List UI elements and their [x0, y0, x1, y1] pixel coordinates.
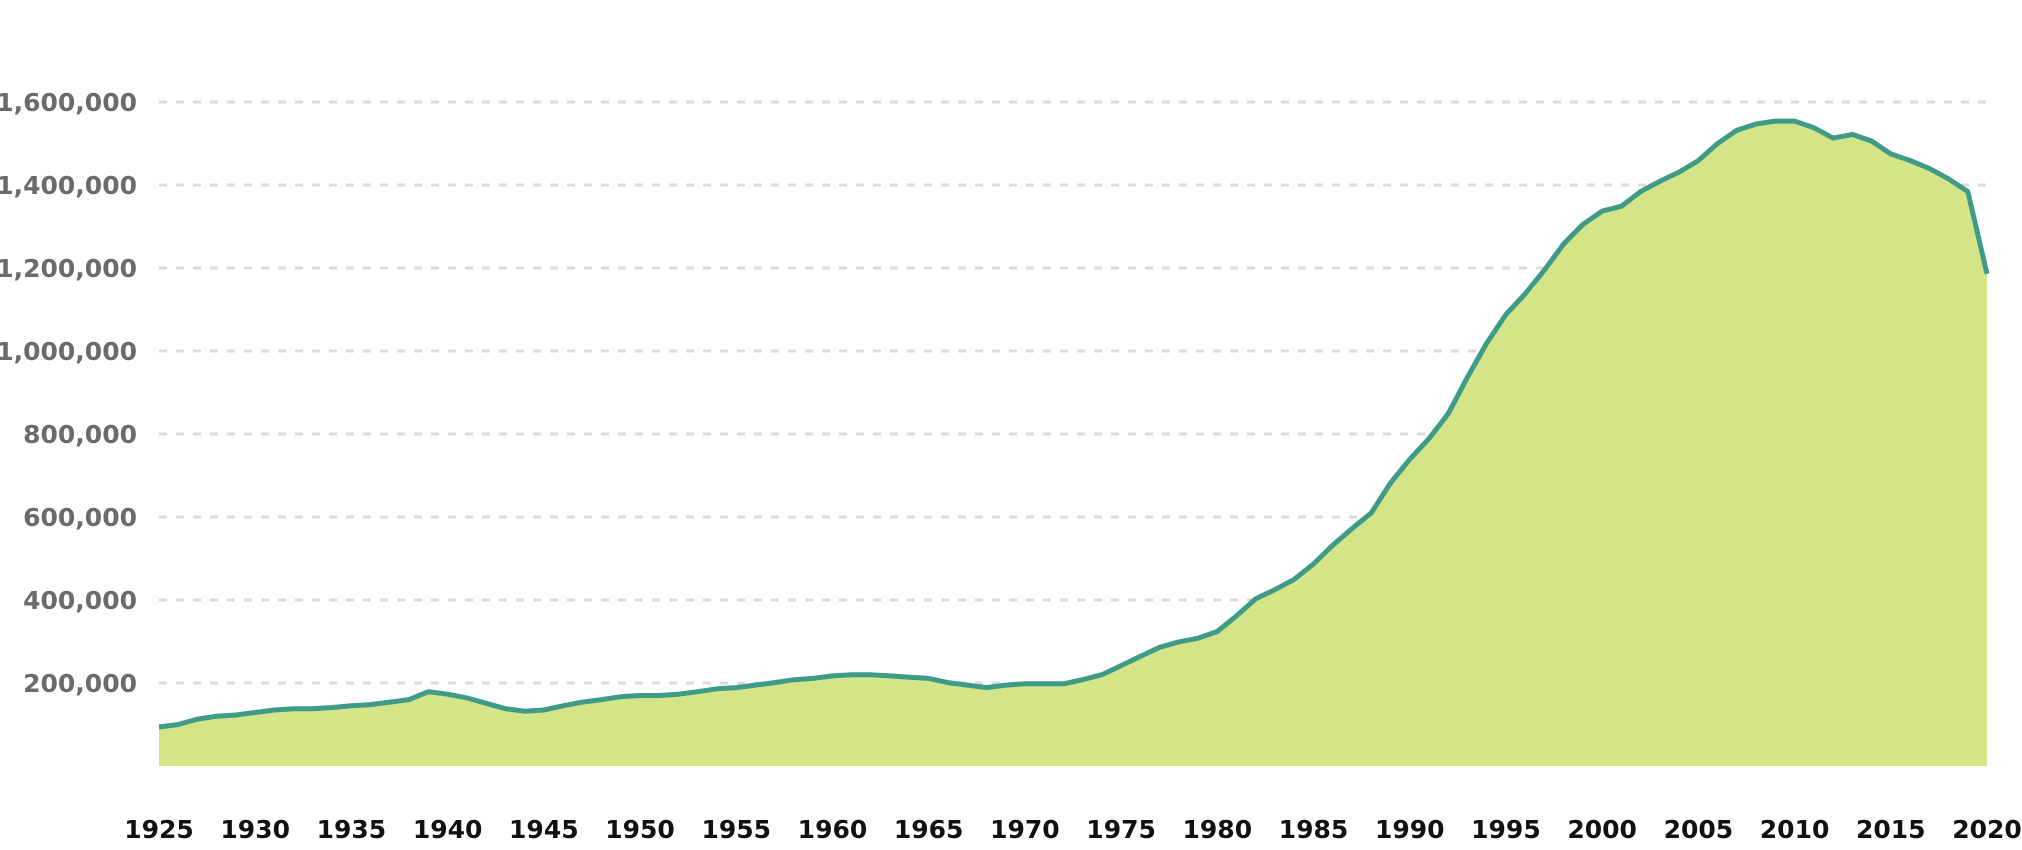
x-tick-label: 1975: [1086, 815, 1156, 844]
x-tick-label: 1930: [220, 815, 290, 844]
x-tick-label: 1945: [509, 815, 579, 844]
x-tick-label: 1925: [124, 815, 194, 844]
x-tick-label: 1955: [701, 815, 771, 844]
area-fill: [159, 121, 1987, 767]
y-tick-label: 800,000: [23, 420, 137, 449]
x-tick-label: 2010: [1760, 815, 1830, 844]
y-tick-label: 400,000: [23, 586, 137, 615]
x-tick-label: 1980: [1183, 815, 1253, 844]
x-tick-label: 2000: [1567, 815, 1637, 844]
x-axis: 1925 1930 1935 1940 1945 1950 1955 1960 1965 1970…: [124, 815, 2022, 844]
x-tick-label: 1985: [1279, 815, 1349, 844]
y-tick-label: 1,400,000: [0, 171, 137, 200]
y-tick-label: 200,000: [23, 669, 137, 698]
x-tick-label: 1965: [894, 815, 964, 844]
x-tick-label: 2015: [1856, 815, 1926, 844]
x-tick-label: 1970: [990, 815, 1060, 844]
y-tick-label: 600,000: [23, 503, 137, 532]
x-tick-label: 1990: [1375, 815, 1445, 844]
y-tick-label: 1,600,000: [0, 88, 137, 117]
x-tick-label: 1995: [1471, 815, 1541, 844]
y-axis: 200,000 400,000 600,000 800,000 1,000,000 1,2…: [0, 88, 137, 698]
y-tick-label: 1,200,000: [0, 254, 137, 283]
x-tick-label: 1940: [413, 815, 483, 844]
x-tick-label: 2005: [1664, 815, 1734, 844]
series-line: [158, 118, 1990, 730]
y-tick-label: 1,000,000: [0, 337, 137, 366]
x-tick-label: 2020: [1952, 815, 2022, 844]
x-tick-label: 1950: [605, 815, 675, 844]
x-tick-label: 1960: [798, 815, 868, 844]
x-tick-label: 1935: [317, 815, 387, 844]
